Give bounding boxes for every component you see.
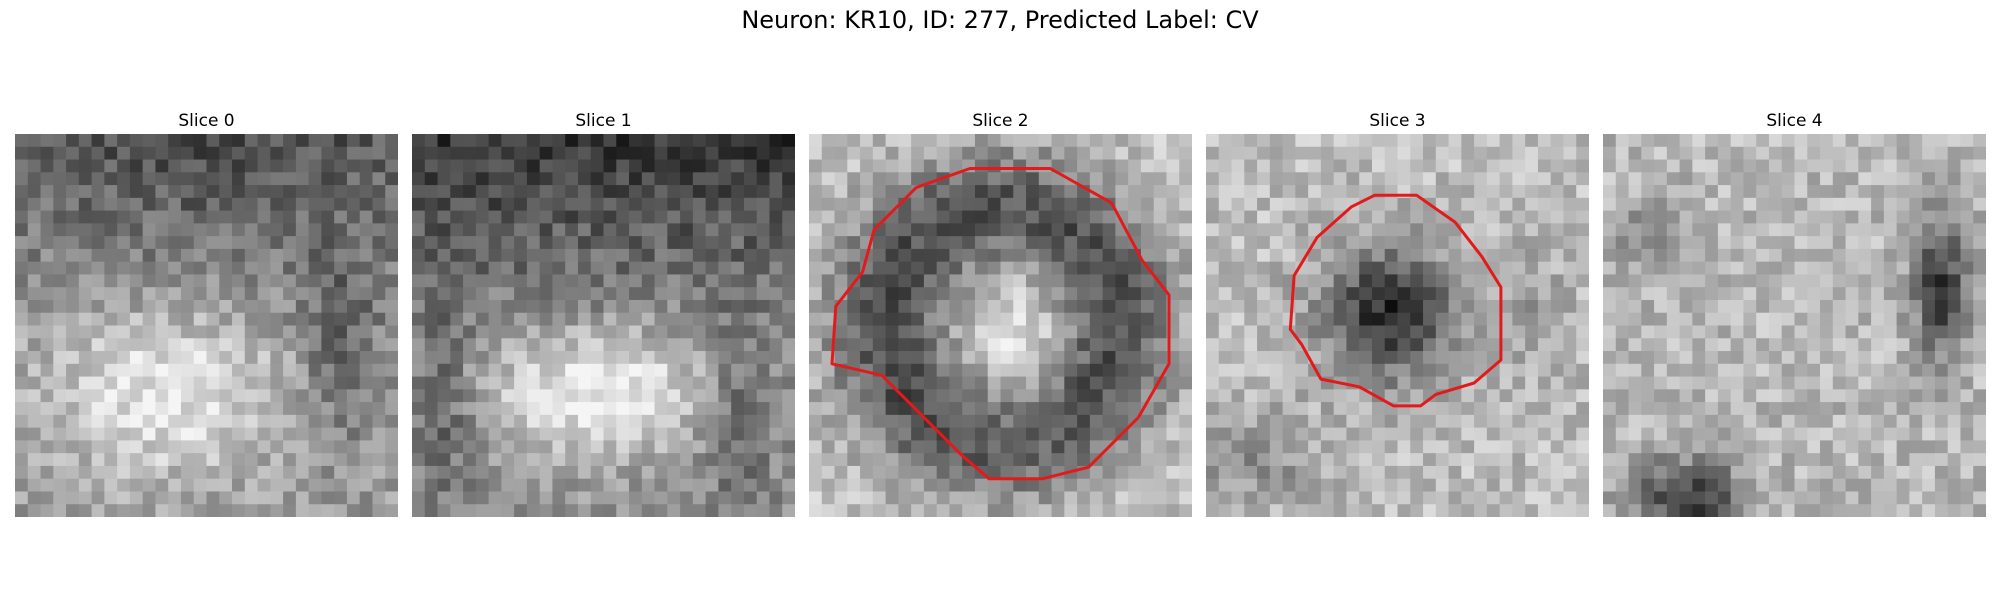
slice-panel-1: Slice 1 bbox=[412, 108, 795, 517]
slice-panel-4: Slice 4 bbox=[1603, 108, 1986, 517]
slice-panel-0: Slice 0 bbox=[15, 108, 398, 517]
slice-title-2: Slice 2 bbox=[972, 111, 1029, 131]
slice-title-0: Slice 0 bbox=[178, 111, 235, 131]
figure-title: Neuron: KR10, ID: 277, Predicted Label: … bbox=[741, 6, 1259, 34]
slice-image-2 bbox=[809, 134, 1192, 517]
neuron-contour-2 bbox=[830, 167, 1171, 481]
slice-title-1: Slice 1 bbox=[575, 111, 632, 131]
slice-title-3: Slice 3 bbox=[1369, 111, 1426, 131]
slice-image-3 bbox=[1206, 134, 1589, 517]
slice-panel-3: Slice 3 bbox=[1206, 108, 1589, 517]
slice-image-0 bbox=[15, 134, 398, 517]
neuron-contour-3 bbox=[1288, 193, 1503, 408]
slice-panel-2: Slice 2 bbox=[809, 108, 1192, 517]
slice-image-1 bbox=[412, 134, 795, 517]
slice-title-4: Slice 4 bbox=[1766, 111, 1823, 131]
slice-image-4 bbox=[1603, 134, 1986, 517]
